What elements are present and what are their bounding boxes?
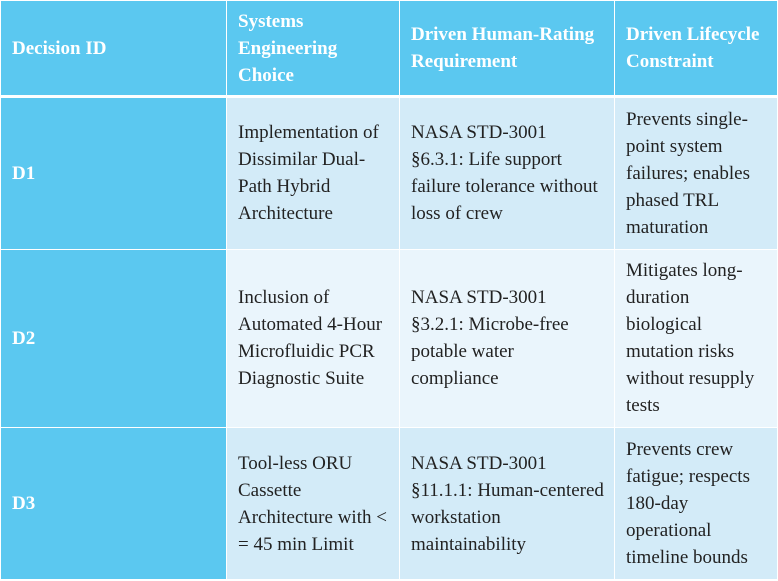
choice-cell: Implementation of Dissimilar Dual-Path H…	[226, 96, 400, 250]
table-header: Decision ID Systems Engineering Choice D…	[0, 0, 778, 98]
table-row: D1 Implementation of Dissimilar Dual-Pat…	[0, 96, 778, 250]
header-decision-id: Decision ID	[0, 0, 227, 98]
constraint-cell: Prevents crew fatigue; respects 180-day …	[614, 427, 778, 580]
table-row: D2 Inclusion of Automated 4-Hour Microfl…	[0, 248, 778, 429]
decision-id-cell: D3	[0, 427, 227, 580]
requirement-cell: NASA STD-3001 §6.3.1: Life support failu…	[399, 96, 615, 250]
constraint-cell: Prevents single-point system failures; e…	[614, 96, 778, 250]
header-driven-human-rating-requirement: Driven Human-Rating Requirement	[399, 0, 615, 98]
decision-id-cell: D1	[0, 96, 227, 250]
table-row: D3 Tool-less ORU Cassette Architecture w…	[0, 427, 778, 580]
requirement-cell: NASA STD-3001 §11.1.1: Human-centered wo…	[399, 427, 615, 580]
choice-cell: Tool-less ORU Cassette Architecture with…	[226, 427, 400, 580]
constraint-cell: Mitigates long-duration biological mutat…	[614, 248, 778, 429]
decision-id-cell: D2	[0, 248, 227, 429]
header-systems-engineering-choice: Systems Engineering Choice	[226, 0, 400, 98]
header-row: Decision ID Systems Engineering Choice D…	[0, 0, 778, 98]
table-body: D1 Implementation of Dissimilar Dual-Pat…	[0, 96, 778, 580]
header-driven-lifecycle-constraint: Driven Lifecycle Constraint	[614, 0, 778, 98]
choice-cell: Inclusion of Automated 4-Hour Microfluid…	[226, 248, 400, 429]
requirement-cell: NASA STD-3001 §3.2.1: Microbe-free potab…	[399, 248, 615, 429]
